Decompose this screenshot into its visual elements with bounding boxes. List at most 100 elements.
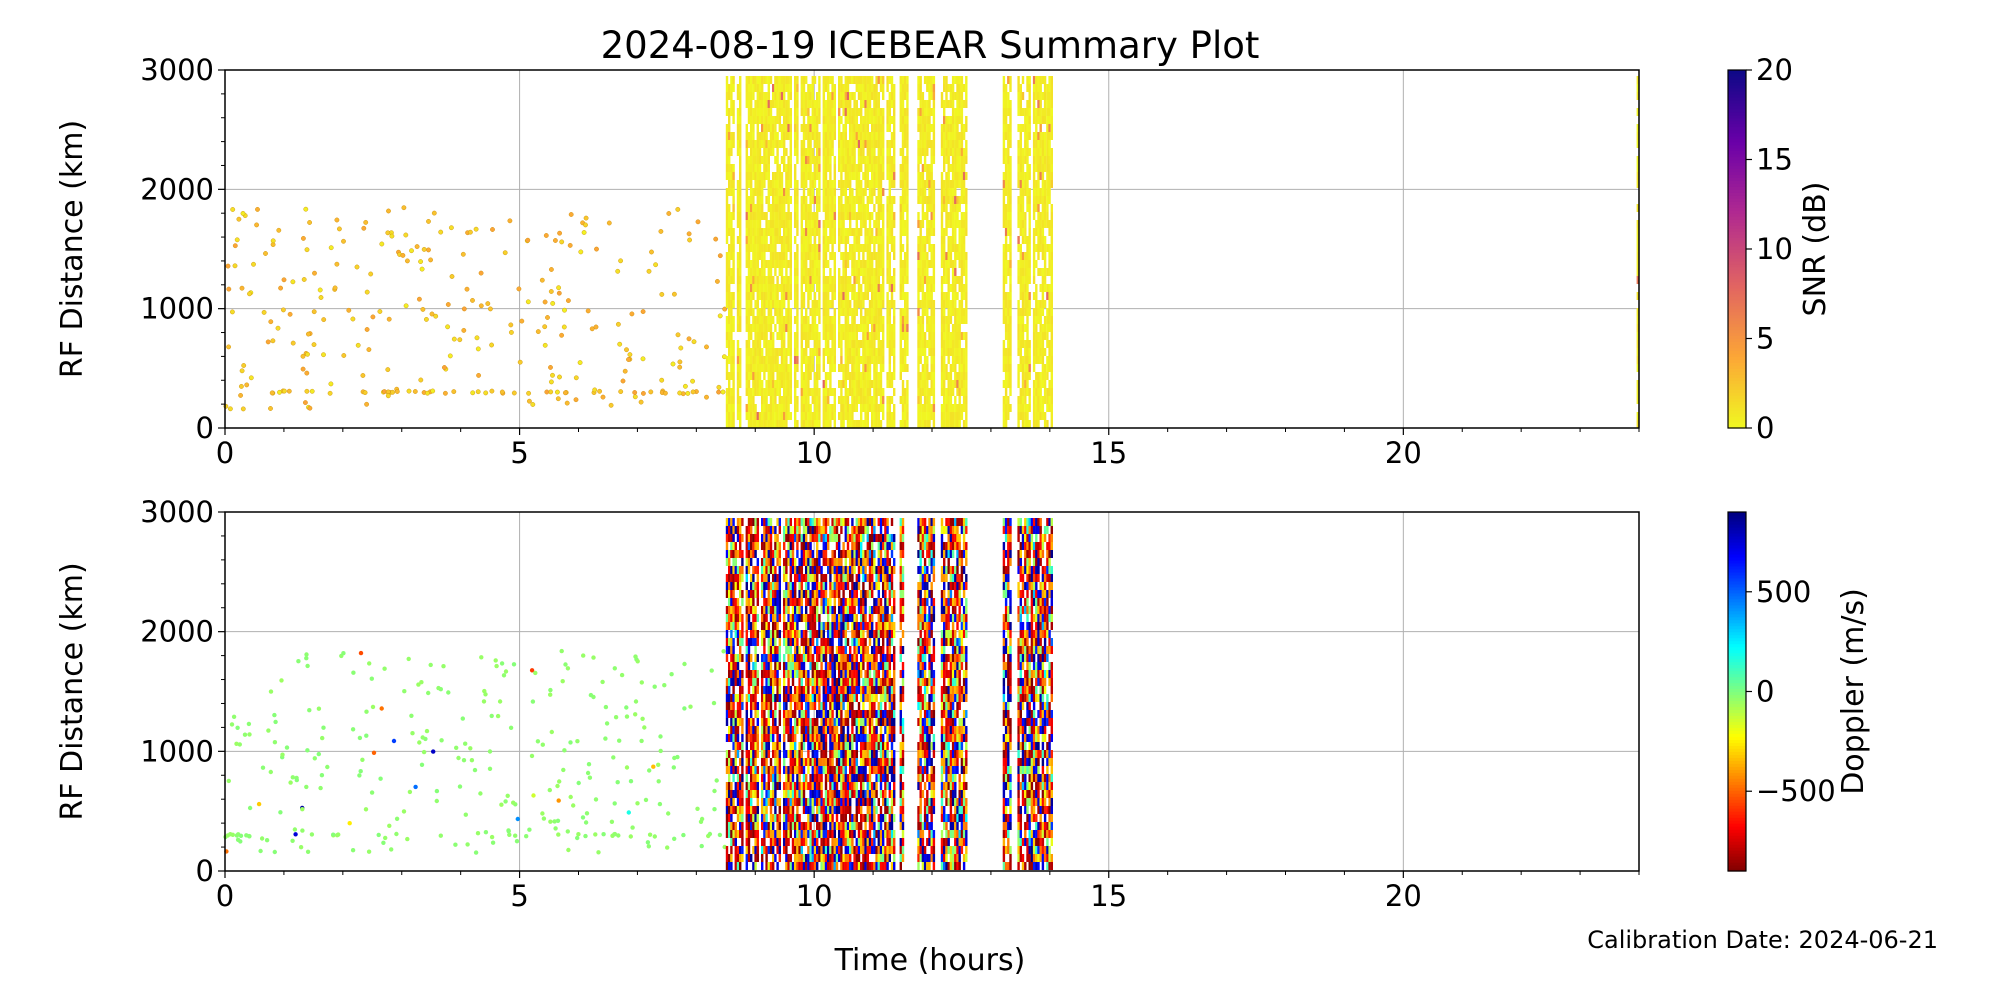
echo-strip [838, 236, 841, 244]
echo-strip [1043, 412, 1047, 420]
echo-strip [807, 420, 810, 428]
echo-strip [860, 356, 863, 364]
echo-strip [871, 268, 874, 276]
echo-point [542, 324, 548, 330]
colorbar-segment [1728, 222, 1746, 226]
echo-strip [732, 260, 735, 268]
echo-strip [868, 348, 872, 356]
x-tick-label: 20 [1385, 436, 1422, 470]
echo-strip [1039, 132, 1042, 140]
echo-strip [857, 92, 861, 100]
echo-strip [725, 404, 729, 412]
echo-point [508, 329, 514, 335]
echo-strip [893, 252, 896, 260]
echo-strip [886, 108, 889, 116]
echo-strip [873, 100, 876, 108]
echo-strip [917, 180, 920, 188]
echo-strip [853, 340, 856, 348]
echo-strip [816, 228, 819, 236]
echo-strip [1021, 76, 1025, 84]
echo-strip [1048, 268, 1051, 276]
echo-strip [873, 412, 876, 420]
echo-strip [831, 148, 834, 156]
echo-strip [752, 244, 755, 252]
echo-strip [904, 116, 907, 124]
echo-strip [796, 132, 799, 140]
echo-strip [899, 260, 902, 268]
echo-strip [947, 356, 950, 364]
echo-strip [917, 116, 920, 124]
colorbar-segment [1728, 287, 1746, 292]
echo-point [234, 741, 239, 746]
echo-strip [1032, 148, 1036, 156]
echo-strip [1002, 316, 1006, 324]
echo-strip [846, 324, 850, 332]
echo-strip [956, 252, 959, 260]
echo-strip [917, 196, 920, 204]
echo-strip [829, 196, 832, 204]
echo-strip [758, 324, 762, 332]
colorbar-segment [1728, 156, 1746, 161]
echo-strip [728, 348, 731, 356]
echo-strip [800, 420, 803, 428]
echo-strip [1043, 212, 1047, 220]
echo-strip [827, 84, 830, 92]
echo-strip [921, 148, 925, 156]
echo-strip [750, 244, 753, 252]
echo-strip [789, 212, 792, 220]
echo-strip [787, 308, 790, 316]
echo-strip [893, 236, 896, 244]
echo-strip [750, 268, 753, 276]
echo-strip [754, 140, 757, 148]
echo-strip [1041, 364, 1045, 372]
echo-strip [809, 404, 812, 412]
echo-strip [930, 412, 933, 420]
echo-strip [763, 316, 766, 324]
echo-strip [877, 324, 880, 332]
echo-strip [849, 156, 852, 164]
colorbar-segment [1728, 281, 1746, 286]
echo-strip [765, 148, 768, 156]
echo-strip [871, 188, 874, 196]
echo-strip [873, 252, 876, 260]
echo-strip [780, 244, 784, 252]
echo-strip [780, 324, 784, 332]
echo-strip [824, 300, 828, 308]
echo-strip [778, 188, 781, 196]
echo-strip [750, 204, 753, 212]
echo-strip [1026, 108, 1029, 116]
echo-strip [877, 180, 880, 188]
echo-point [678, 345, 684, 351]
echo-strip [785, 372, 788, 380]
echo-strip [886, 396, 889, 404]
echo-strip [794, 196, 797, 204]
echo-strip [917, 284, 920, 292]
echo-strip [882, 140, 885, 148]
echo-strip [958, 372, 961, 380]
colorbar-segment [1728, 93, 1746, 98]
echo-strip [842, 188, 845, 196]
echo-strip [930, 204, 933, 212]
echo-point [441, 664, 446, 669]
echo-strip [846, 420, 850, 428]
echo-point [251, 261, 256, 267]
echo-strip [846, 308, 850, 316]
echo-strip [807, 364, 810, 372]
echo-strip [949, 164, 953, 172]
echo-point [229, 722, 235, 727]
echo-point [421, 246, 427, 252]
echo-strip [745, 388, 748, 396]
echo-point [618, 389, 624, 394]
echo-point [593, 797, 599, 802]
echo-point [439, 738, 444, 743]
echo-strip [728, 316, 731, 324]
echo-strip [813, 412, 817, 420]
echo-strip [1002, 196, 1006, 204]
echo-point [549, 379, 554, 385]
echo-strip [818, 76, 821, 84]
echo-strip [857, 292, 861, 300]
echo-strip [732, 292, 735, 300]
echo-strip [862, 332, 865, 340]
echo-strip [842, 204, 845, 212]
echo-strip [769, 188, 773, 196]
